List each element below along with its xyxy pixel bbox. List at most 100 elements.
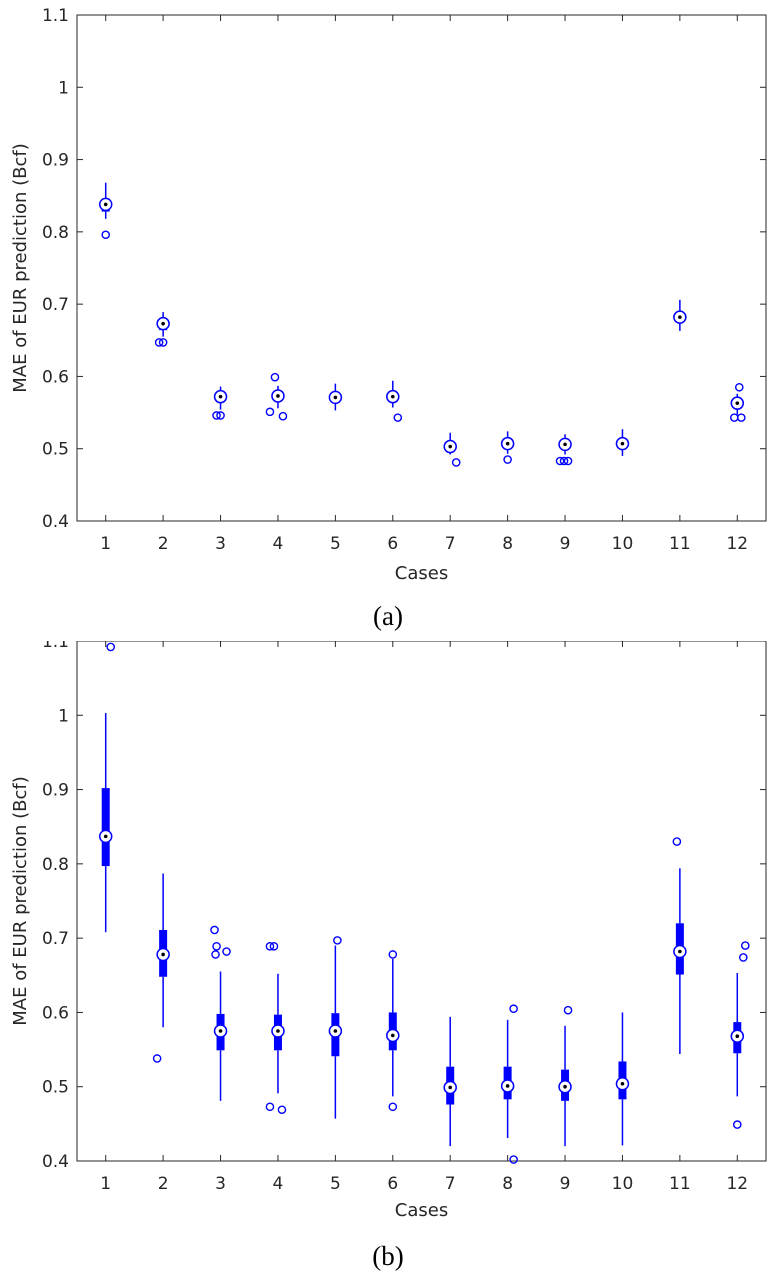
- box-case-10: [615, 1012, 630, 1146]
- median-dot: [735, 1034, 740, 1038]
- x-tick-label: 1: [100, 534, 111, 554]
- y-tick-label: 1: [58, 706, 69, 726]
- outlier-marker: [212, 942, 221, 951]
- outlier-marker: [265, 1102, 275, 1112]
- outlier-marker: [738, 953, 748, 962]
- box-plot-b: 0.40.50.60.70.80.911.11 2 3 4 5 6 7 8 9 10 11 12Cas…: [10, 641, 767, 1271]
- outlier-marker: [729, 413, 739, 422]
- box-iqr: [101, 788, 110, 867]
- outlier-marker: [393, 413, 403, 422]
- box-case-8: [500, 1004, 518, 1164]
- y-tick-label: 0.7: [42, 295, 69, 315]
- median-dot: [218, 1029, 223, 1033]
- y-tick-label: 0.5: [42, 440, 69, 460]
- x-tick-label: 2: [158, 534, 169, 554]
- box-case-6: [386, 380, 403, 422]
- y-tick-label: 0.8: [42, 855, 69, 875]
- box-case-3: [210, 925, 231, 1101]
- x-tick-label: 4: [273, 534, 284, 554]
- box-case-7: [443, 432, 461, 467]
- x-tick-label: 10: [612, 1174, 634, 1194]
- median-dot: [563, 442, 567, 447]
- outlier-marker: [222, 947, 231, 956]
- median-dot: [448, 1085, 453, 1090]
- median-dot: [103, 834, 108, 839]
- box-case-12: [729, 382, 746, 422]
- median-dot: [333, 1029, 338, 1033]
- y-tick-label: 1: [58, 78, 69, 98]
- outlier-marker: [210, 925, 219, 935]
- outlier-marker: [451, 458, 461, 467]
- outlier-marker: [563, 456, 573, 466]
- outlier-marker: [212, 411, 221, 420]
- outlier-marker: [211, 950, 220, 959]
- outlier-marker: [503, 455, 512, 464]
- median-dot: [678, 949, 682, 954]
- x-tick-label: 6: [387, 1174, 398, 1194]
- box-case-11: [673, 299, 687, 331]
- y-tick-label: 1.1: [42, 641, 69, 652]
- box-case-8: [500, 431, 515, 464]
- median-dot: [735, 401, 740, 405]
- outlier-marker: [106, 642, 116, 652]
- median-dot: [103, 202, 108, 207]
- median-dot: [276, 394, 280, 398]
- outlier-marker: [555, 456, 565, 466]
- outlier-marker: [277, 1105, 287, 1115]
- box-case-9: [555, 434, 573, 466]
- outlier-marker: [101, 230, 111, 240]
- y-tick-label: 0.6: [42, 367, 69, 387]
- box-case-3: [212, 386, 228, 420]
- box-case-2: [152, 873, 170, 1063]
- outlier-marker: [734, 382, 744, 392]
- box-case-11: [672, 837, 687, 1055]
- x-tick-label: 2: [158, 1174, 169, 1194]
- median-dot: [505, 1084, 510, 1088]
- box-case-1: [98, 182, 113, 240]
- x-tick-label: 6: [387, 534, 398, 554]
- x-tick-label: 3: [215, 534, 226, 554]
- y-tick-label: 0.9: [42, 151, 69, 171]
- median-dot: [620, 441, 625, 446]
- box-case-7: [443, 1016, 457, 1147]
- median-dot: [563, 1084, 567, 1089]
- median-dot: [161, 321, 165, 326]
- outlier-marker: [388, 950, 398, 959]
- x-tick-label: 8: [502, 534, 513, 554]
- x-tick-label: 7: [445, 1174, 456, 1194]
- y-tick-label: 0.4: [42, 1152, 69, 1172]
- panel-label: (a): [373, 601, 403, 631]
- y-tick-label: 0.4: [42, 512, 69, 532]
- x-axis-label: Cases: [395, 1200, 448, 1221]
- median-dot: [276, 1029, 280, 1033]
- x-tick-label: 8: [502, 1174, 513, 1194]
- x-tick-label: 12: [726, 534, 748, 554]
- median-dot: [218, 394, 223, 399]
- box-case-6: [386, 950, 400, 1112]
- y-tick-label: 0.9: [42, 781, 69, 801]
- outlier-marker: [216, 411, 225, 420]
- box-case-10: [615, 429, 630, 456]
- panel-label: (b): [372, 1241, 403, 1271]
- x-tick-label: 10: [612, 534, 634, 554]
- x-tick-label: 5: [330, 1174, 341, 1194]
- outlier-marker: [265, 942, 275, 951]
- median-dot: [161, 952, 165, 957]
- y-tick-label: 0.8: [42, 223, 69, 243]
- outlier-marker: [269, 942, 279, 951]
- outlier-marker: [559, 456, 569, 466]
- y-tick-label: 0.6: [42, 1003, 69, 1023]
- outlier-marker: [736, 413, 746, 422]
- plot-frame: [76, 14, 767, 522]
- outlier-marker: [270, 372, 280, 382]
- x-tick-label: 1: [100, 1174, 111, 1194]
- box-case-12: [730, 941, 750, 1129]
- outlier-marker: [158, 338, 168, 347]
- outlier-marker: [333, 936, 342, 945]
- outlier-marker: [152, 1054, 162, 1063]
- outlier-marker: [563, 1005, 573, 1015]
- outlier-marker: [388, 1102, 398, 1112]
- y-tick-label: 1.1: [42, 6, 69, 26]
- plot-frame: [76, 641, 767, 1162]
- box-case-2: [154, 312, 170, 347]
